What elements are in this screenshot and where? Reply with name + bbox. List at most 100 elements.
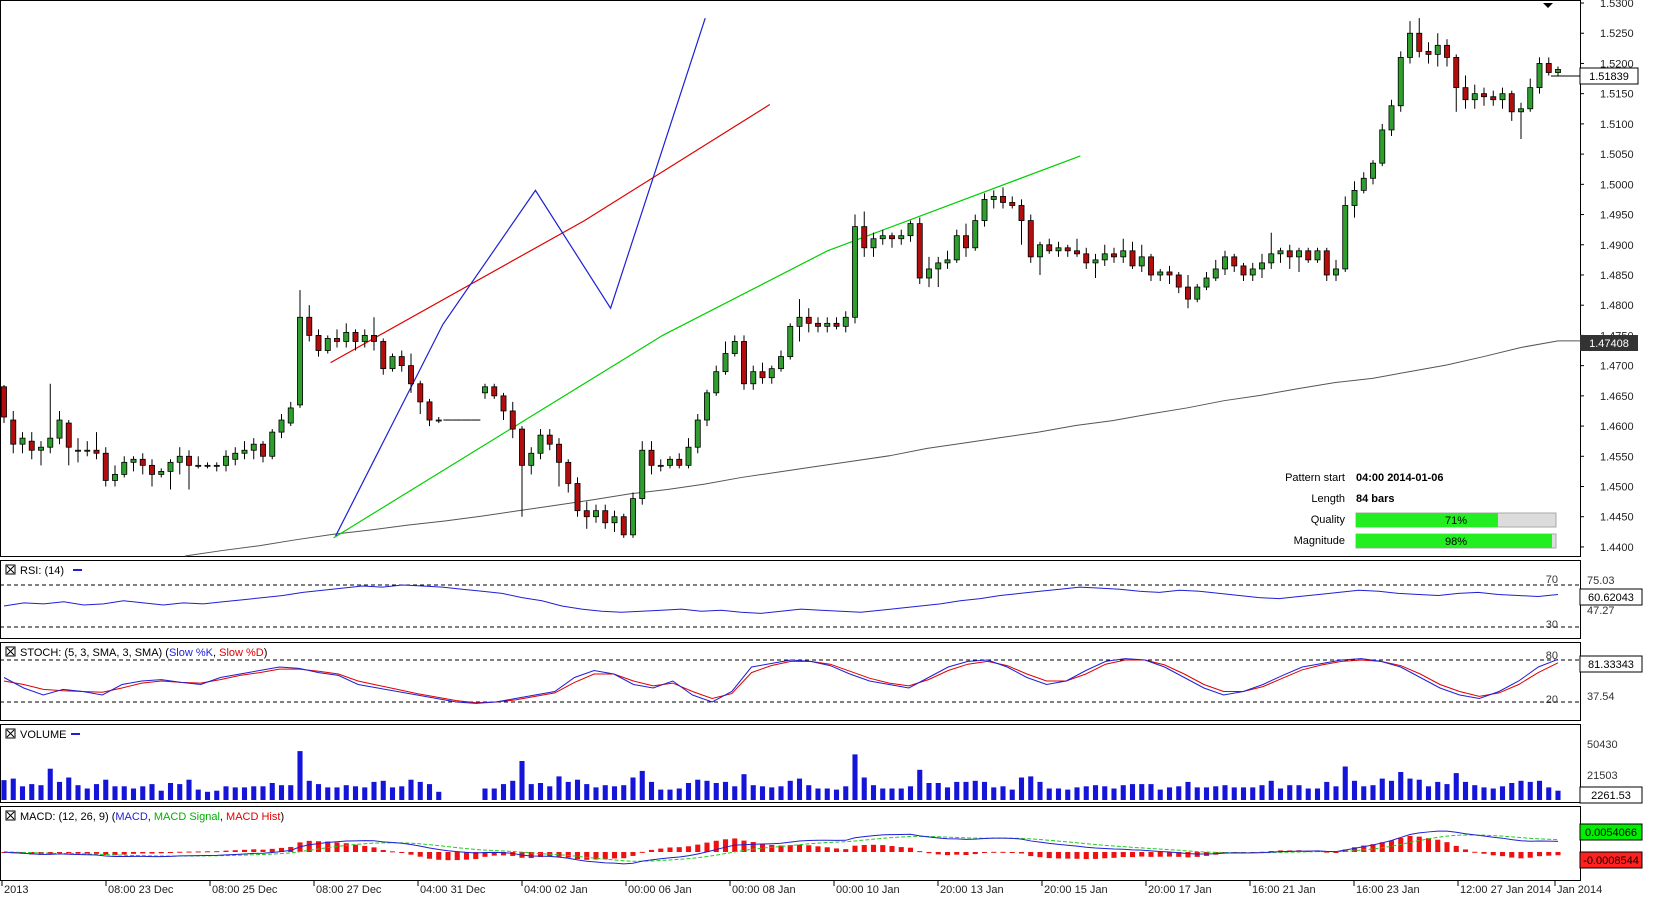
volume-bar [658,789,664,800]
candle-bear [1018,205,1025,221]
volume-bar [796,778,803,800]
length-value: 84 bars [1356,493,1395,505]
macd-hist-bar [408,852,414,855]
candle-bear [1046,244,1053,252]
macd-hist-bar [621,852,627,859]
macd-hist-bar [981,852,988,853]
volume-bar [38,785,44,800]
candle-bull [694,419,701,448]
volume-bar [66,777,72,800]
scroll-marker-icon[interactable] [1543,3,1553,8]
volume-bar [1407,778,1413,800]
rsi-collapse-icon[interactable] [5,564,16,575]
candle-bear [1231,256,1238,267]
candle-bull [796,316,803,327]
volume-bar [769,787,775,800]
magnitude-value: 98% [1445,536,1467,548]
macd-hist-bar [371,847,377,852]
macd-hist-bar [177,851,183,853]
macd-hist-bar [935,852,941,855]
sma-polyline [184,340,1559,557]
candle-bear [1490,96,1497,101]
candle-bear [28,440,35,451]
candle-bear [509,410,516,430]
candle-bear [93,449,100,454]
macd-hist-name: MACD Hist [226,811,280,823]
macd-hist-bar [537,852,544,858]
candle-bull [1194,286,1201,300]
time-label: 12:00 27 Jan 2014 [1460,884,1551,896]
volume-bar [1148,784,1154,800]
volume-bar [140,786,146,800]
candle-bull [611,516,618,524]
candle-bear [1083,253,1090,264]
candle-bull [1379,129,1386,164]
candle-bull [1101,253,1108,261]
macd-hist-bar [1055,852,1062,859]
volume-bar [759,786,766,800]
macd-hist-bar [75,852,81,854]
magnitude-bar-fill [1356,534,1552,548]
candle-bear [963,235,969,249]
volume-bar [1268,780,1274,800]
volume-bar [1398,772,1404,800]
candle-bear [1444,44,1450,58]
volume-bar [1490,788,1496,800]
volume-current-value: 2261.53 [1591,790,1631,802]
candle-bull [842,316,849,327]
volume-bar [889,788,895,800]
volume-bar [75,785,81,800]
volume-bar [1129,784,1136,800]
rsi-line [3,584,1559,614]
candle-bear [10,419,17,445]
volume-bar [750,785,756,800]
candle-bull [1222,256,1228,270]
candle-bear [102,452,109,481]
volume-bar [944,787,951,800]
volume-bar [510,780,516,800]
macd-hist-bar [1092,852,1099,859]
stoch-level-80: 80 [1546,650,1558,662]
volume-bar [1055,788,1062,800]
macd-histogram [1,835,1561,861]
volume-bar [491,788,497,800]
rsi-panel-frame [0,560,1581,639]
macd-hist-bar [473,852,479,860]
volume-bar [972,780,978,800]
volume-bar [611,786,618,800]
stoch-scale-mid: 37.54 [1587,691,1615,703]
macd-hist-bar [565,852,571,858]
candle-bull [1120,250,1127,258]
candle-bull [1397,57,1404,107]
macd-hist-bar [917,851,923,853]
stoch-collapse-icon[interactable] [5,646,16,657]
rsi-panel: RSI: (14) 70 30 75.03 47.27 60.62043 [0,564,1643,631]
candle-bull [537,434,544,454]
candle-bear [65,422,72,448]
volume-bar [1333,786,1339,800]
volume-bar [1046,788,1052,800]
macd-hist-bar [1361,845,1367,852]
main-panel-frame [0,0,1581,557]
macd-hist-bar [167,852,174,853]
macd-hist-bar [195,851,201,853]
volume-bar [177,784,183,800]
price-tick-label: 1.4600 [1600,421,1634,433]
price-tick-label: 1.4850 [1600,270,1634,282]
macd-hist-bar [1342,849,1348,852]
volume-bar [223,786,229,800]
candle-bull [1407,32,1413,58]
candle-bull [972,220,979,249]
candle-bear [565,461,572,484]
volume-bar [1342,766,1348,800]
macd-collapse-icon[interactable] [5,810,16,821]
volume-bar [1203,787,1210,800]
macd-hist-bar [574,852,581,860]
candle-bull [130,458,137,463]
price-tick-label: 1.5000 [1600,179,1634,191]
support-line [333,155,1081,539]
volume-bar [722,781,729,800]
candle-bear [759,371,766,379]
macd-hist-bar [1037,852,1043,858]
volume-collapse-icon[interactable] [5,728,16,739]
